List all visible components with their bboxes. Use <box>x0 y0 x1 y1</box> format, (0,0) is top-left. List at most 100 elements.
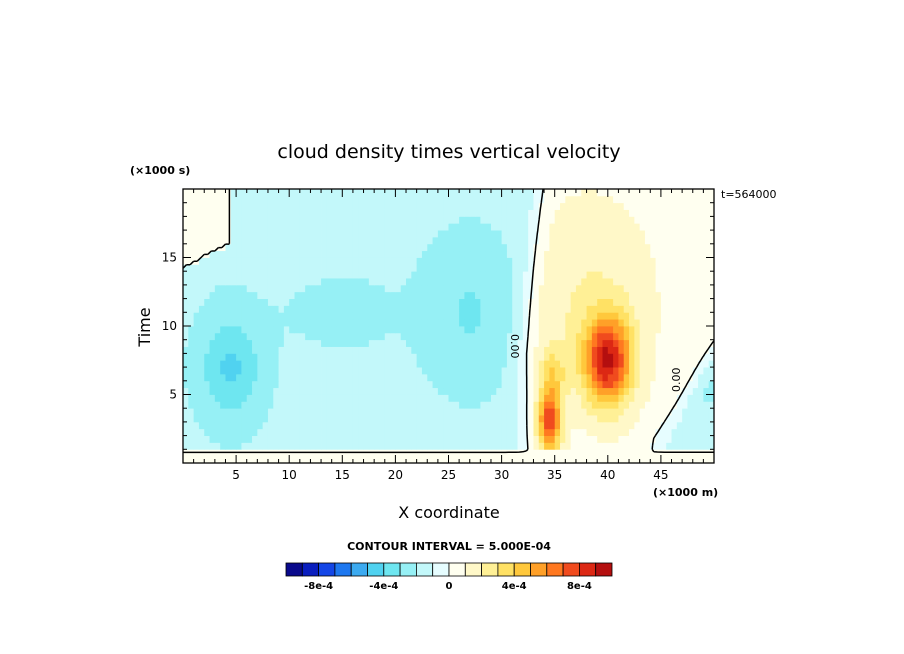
field-cell <box>554 387 561 395</box>
field-cell <box>437 394 444 402</box>
field-cell <box>289 428 295 436</box>
field-cell <box>374 230 380 238</box>
field-cell <box>533 298 540 306</box>
field-cell <box>692 394 699 402</box>
field-cell <box>459 202 465 210</box>
field-cell <box>469 236 476 245</box>
field-cell <box>305 367 311 375</box>
field-cell <box>183 271 189 279</box>
field-cell <box>395 367 402 375</box>
field-cell <box>528 243 534 252</box>
field-cell <box>225 353 232 361</box>
field-cell <box>443 353 449 361</box>
field-cell <box>267 353 274 361</box>
field-cell <box>384 346 391 354</box>
field-cell <box>533 442 540 450</box>
field-cell <box>352 435 359 443</box>
field-cell <box>443 442 449 450</box>
field-cell <box>597 449 603 457</box>
field-cell <box>549 271 556 279</box>
field-cell <box>336 278 343 286</box>
field-cell <box>544 202 550 210</box>
field-cell <box>575 291 582 299</box>
field-cell <box>204 264 210 272</box>
field-cell <box>374 353 380 361</box>
field-cell <box>586 401 593 409</box>
field-cell <box>586 380 593 389</box>
field-cell <box>469 278 476 286</box>
field-cell <box>241 209 248 217</box>
field-cell <box>618 223 625 231</box>
field-cell <box>331 380 338 389</box>
field-cell <box>591 428 598 436</box>
field-cell <box>305 305 311 313</box>
field-cell <box>278 360 285 368</box>
field-cell <box>421 202 428 210</box>
colorbar-tick-label: 4e-4 <box>502 581 527 592</box>
field-cell <box>236 319 242 327</box>
field-cell <box>517 305 524 313</box>
field-cell <box>262 394 269 402</box>
field-cell <box>225 216 232 224</box>
field-cell <box>220 326 226 334</box>
field-cell <box>278 257 285 265</box>
field-cell <box>283 312 290 320</box>
field-cell <box>501 319 508 327</box>
field-cell <box>421 435 428 443</box>
field-cell <box>639 243 646 252</box>
field-cell <box>522 209 529 217</box>
field-cell <box>676 380 683 389</box>
field-cell <box>671 435 678 443</box>
field-cell <box>283 209 290 217</box>
field-cell <box>236 230 242 238</box>
field-cell <box>708 223 714 231</box>
field-cell <box>560 223 566 231</box>
field-cell <box>607 243 614 252</box>
field-cell <box>591 449 598 457</box>
field-cell <box>453 367 460 375</box>
field-cell <box>459 209 465 217</box>
field-cell <box>225 380 232 389</box>
field-cell <box>421 360 428 368</box>
field-cell <box>618 319 625 327</box>
field-cell <box>257 367 264 375</box>
field-cell <box>347 195 354 204</box>
field-cell <box>597 394 603 402</box>
field-cell <box>246 380 253 389</box>
field-cell <box>698 319 704 327</box>
field-cell <box>342 415 349 423</box>
field-cell <box>581 216 587 224</box>
field-cell <box>183 332 189 341</box>
field-cell <box>220 332 226 341</box>
field-cell <box>506 456 513 463</box>
field-cell <box>469 367 476 375</box>
field-cell <box>432 442 439 450</box>
field-cell <box>544 271 550 279</box>
field-cell <box>607 449 614 457</box>
field-cell <box>214 415 221 423</box>
field-cell <box>618 230 625 238</box>
field-cell <box>692 421 699 430</box>
field-cell <box>427 236 433 245</box>
field-cell <box>443 230 449 238</box>
field-cell <box>400 291 407 299</box>
field-cell <box>374 189 380 197</box>
field-cell <box>427 394 433 402</box>
field-cell <box>236 284 242 293</box>
field-cell <box>374 264 380 272</box>
field-cell <box>629 415 635 423</box>
field-cell <box>183 291 189 299</box>
field-cell <box>644 298 651 306</box>
field-cell <box>565 195 572 204</box>
field-cell <box>554 230 561 238</box>
field-cell <box>395 326 402 334</box>
field-cell <box>448 202 455 210</box>
field-cell <box>448 298 455 306</box>
colorbar-swatch <box>595 562 613 577</box>
field-cell <box>687 271 694 279</box>
field-cell <box>278 195 285 204</box>
field-cell <box>225 408 232 416</box>
field-cell <box>384 415 391 423</box>
field-cell <box>188 428 195 436</box>
field-cell <box>544 189 550 197</box>
